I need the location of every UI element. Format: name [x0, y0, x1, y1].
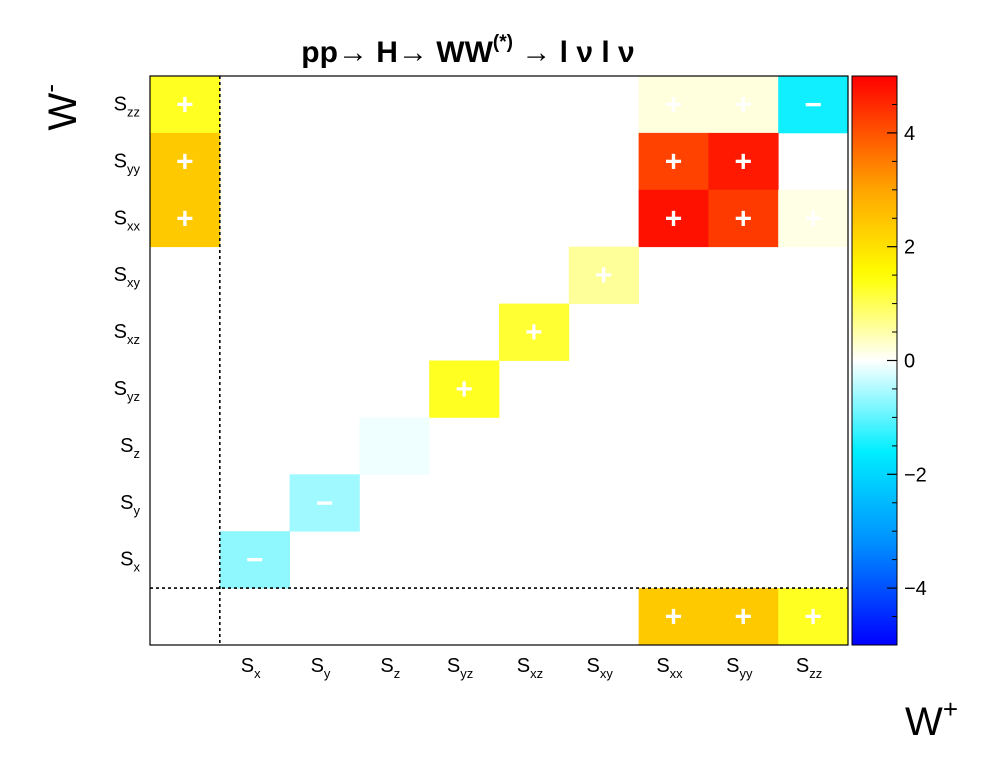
heatmap-cell	[708, 132, 779, 191]
x-tick-label: Sxy	[587, 655, 614, 681]
colorbar-tick-label: 4	[904, 123, 915, 145]
cell-sign-label: +	[665, 202, 683, 235]
heatmap-cell	[150, 189, 221, 248]
x-tick-label: Sz	[380, 655, 400, 681]
heatmap-cell	[568, 246, 639, 304]
heatmap-cell	[638, 189, 709, 248]
y-tick-label: Sxx	[114, 207, 141, 233]
colorbar-tick-label: −4	[904, 578, 927, 600]
x-tick-label: Sx	[241, 655, 261, 681]
cell-sign-label: +	[804, 202, 822, 235]
plot-border	[149, 75, 849, 646]
cell-sign-label: +	[455, 373, 473, 406]
cell-sign-label: +	[735, 202, 753, 235]
y-tick-label: Sxz	[114, 321, 140, 347]
x-tick-label: Sxx	[656, 655, 683, 681]
title-superscript: (*)	[493, 32, 513, 53]
color-scale-bar: −4 −2 0 2 4	[851, 75, 927, 646]
heatmap-cells: + + + − + + + + + + + + + + − − + + +	[150, 76, 849, 646]
colorbar-tick-label: 0	[904, 351, 915, 373]
x-tick-label: Sy	[311, 655, 331, 681]
y-tick-label: Sz	[120, 435, 140, 461]
cell-sign-label: +	[804, 601, 822, 634]
y-tick-label: Sy	[120, 492, 140, 518]
cell-sign-label: +	[176, 145, 194, 178]
colorbar-tick-label: 2	[904, 237, 915, 259]
y-tick-label: Sx	[120, 549, 140, 575]
cell-sign-label: +	[176, 89, 194, 122]
x-tick-label: Sxz	[517, 655, 543, 681]
cell-sign-label: +	[735, 89, 753, 122]
cell-sign-label: +	[176, 202, 194, 235]
plot-frame	[149, 75, 849, 646]
x-tick-labels: Sx Sy Sz Syz Sxz Sxy Sxx Syy Szz	[241, 655, 822, 681]
heatmap-cell	[778, 76, 849, 134]
y-tick-label: Syy	[114, 150, 141, 176]
x-tick-label: Syz	[447, 655, 473, 681]
heatmap-cell	[150, 132, 221, 191]
x-tick-label: Szz	[796, 655, 822, 681]
cell-sign-label: +	[735, 601, 753, 634]
heatmap-cell	[638, 132, 709, 191]
heatmap-cell	[150, 76, 221, 134]
cell-sign-label: +	[665, 89, 683, 122]
heatmap-cell	[708, 189, 779, 248]
y-tick-labels: Szz Syy Sxx Sxy Sxz Syz Sz Sy Sx	[114, 94, 141, 575]
axis-labels: W+ W-	[35, 84, 958, 744]
heatmap-cell	[638, 588, 709, 646]
colorbar-tick-label: −2	[904, 464, 927, 486]
cell-sign-label: +	[665, 145, 683, 178]
x-axis-title: W+	[905, 694, 958, 744]
cell-sign-label: +	[665, 601, 683, 634]
y-tick-label: Syz	[114, 378, 140, 404]
cell-sign-label: −	[804, 89, 822, 122]
cell-sign-label: +	[735, 145, 753, 178]
heatmap-cell	[219, 531, 290, 589]
heatmap-cell	[289, 474, 360, 532]
y-tick-label: Sxy	[114, 264, 141, 290]
cell-sign-label: +	[525, 316, 543, 349]
title-tail: → l ν l ν	[513, 36, 635, 69]
cell-sign-label: +	[595, 259, 613, 292]
heatmap-cell	[708, 588, 779, 646]
heatmap-cell	[429, 360, 500, 418]
heatmap-cell	[638, 76, 709, 134]
cell-sign-label: −	[316, 487, 334, 520]
y-tick-label: Szz	[114, 94, 140, 120]
y-axis-title: W-	[35, 84, 85, 130]
heatmap-cell	[778, 189, 849, 248]
heatmap-cell	[708, 76, 779, 134]
x-tick-label: Syy	[726, 655, 753, 681]
heatmap-cell	[499, 303, 570, 361]
cell-sign-label: −	[246, 544, 264, 577]
chart-title: pp→ H→ WW(*) → l ν l ν	[301, 32, 634, 69]
heatmap-cell	[359, 417, 430, 475]
heatmap-cell	[778, 588, 849, 646]
title-main: pp→ H→ WW	[301, 36, 493, 69]
